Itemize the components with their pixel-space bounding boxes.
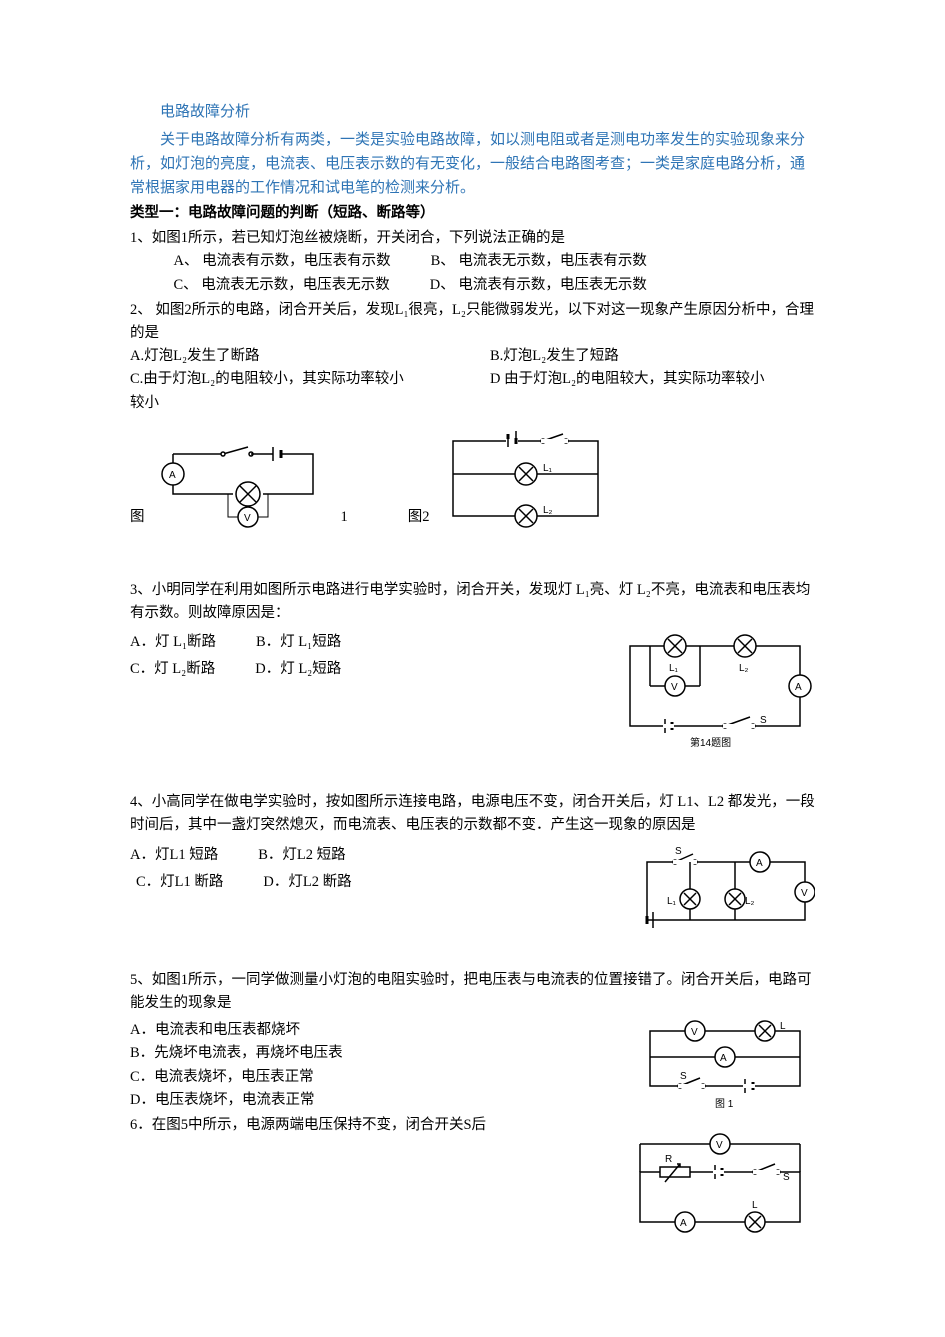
q2-optB: B.灯泡L₂发生了短路 — [490, 345, 619, 368]
figure-4: S A L₁ L₂ V — [635, 844, 815, 942]
q1-optA: A、 电流表有示数，电压表有示数 — [174, 250, 391, 273]
q6-body: 6．在图5中所示，电源两端电压保持不变，闭合开关S后 V R S A L — [130, 1114, 815, 1245]
q3-optA: A．灯 L₁断路 — [130, 631, 216, 654]
q4-optC: C．灯L1 断路 — [136, 871, 223, 894]
figure-3: L₁ L₂ V A S 第14题图 — [615, 631, 815, 759]
svg-text:A: A — [720, 1053, 727, 1064]
q2-optD: D 由于灯泡L₂的电阻较大，其实际功率较小 — [490, 368, 765, 391]
svg-text:V: V — [691, 1027, 698, 1038]
circuit-icon-q2: L₁ L₂ — [438, 429, 613, 529]
figures-row-1-2: 图 A V 1 图2 L₁ L₂ — [130, 429, 815, 529]
q3-fig-caption: 第14题图 — [690, 736, 731, 749]
svg-text:L₁: L₁ — [669, 663, 679, 674]
figure-6: V R S A L — [625, 1132, 815, 1245]
q2-optD-tail: 较小 — [130, 392, 815, 415]
svg-text:L₂: L₂ — [543, 505, 553, 516]
svg-text:S: S — [680, 1071, 687, 1082]
svg-text:R: R — [665, 1154, 672, 1165]
svg-text:V: V — [671, 682, 678, 693]
q4-optB: B．灯L2 短路 — [258, 844, 345, 867]
q1-opts-row2: C、 电流表无示数，电压表无示数 D、 电流表有示数，电压表无示数 — [130, 274, 815, 297]
circuit-icon-q3: L₁ L₂ V A S 第14题图 — [615, 631, 815, 751]
svg-text:V: V — [716, 1140, 723, 1151]
q2-optC: C.由于灯泡L₂的电阻较小，其实际功率较小 — [130, 368, 450, 391]
section-heading: 类型一：电路故障问题的判断（短路、断路等） — [130, 202, 815, 225]
svg-text:A: A — [680, 1218, 687, 1229]
q3-optB: B．灯 L₁短路 — [256, 631, 341, 654]
q3-optD: D．灯 L₂短路 — [255, 658, 341, 681]
intro-paragraph: 关于电路故障分析有两类，一类是实验电路故障，如以测电阻或者是测电功率发生的实验现… — [130, 128, 815, 200]
q3-optC: C．灯 L₂断路 — [130, 658, 215, 681]
svg-text:S: S — [760, 715, 767, 726]
svg-text:A: A — [795, 682, 802, 693]
q1-optB: B、 电流表无示数，电压表有示数 — [431, 250, 647, 273]
circuit-icon-q5: V L A S 图 1 — [635, 1019, 815, 1114]
q1-stem: 1、如图1所示，若已知灯泡丝被烧断，开关闭合，下列说法正确的是 — [130, 227, 815, 250]
svg-text:V: V — [244, 513, 251, 524]
svg-text:A: A — [169, 470, 176, 481]
svg-text:L: L — [780, 1021, 786, 1032]
svg-text:L₁: L₁ — [667, 896, 677, 907]
figure-1-block: 图 A V 1 — [130, 439, 348, 529]
q2-optA: A.灯泡L₂发生了断路 — [130, 345, 450, 368]
q2-stem: 2、 如图2所示的电路，闭合开关后，发现L₁很亮，L₂只能微弱发光，以下对这一现… — [130, 299, 815, 345]
svg-text:图 1: 图 1 — [715, 1098, 734, 1110]
figure-1-label-left: 图 — [130, 506, 145, 529]
q5-stem: 5、如图1所示，一同学做测量小灯泡的电阻实验时，把电压表与电流表的位置接错了。闭… — [130, 969, 815, 1015]
q4-stem: 4、小高同学在做电学实验时，按如图所示连接电路，电源电压不变，闭合开关后，灯 L… — [130, 791, 815, 837]
q3-stem: 3、小明同学在利用如图所示电路进行电学实验时，闭合开关，发现灯 L₁亮、灯 L₂… — [130, 579, 815, 625]
q2-opts-row2: C.由于灯泡L₂的电阻较小，其实际功率较小 D 由于灯泡L₂的电阻较大，其实际功… — [130, 368, 815, 391]
q1-opts-row1: A、 电流表有示数，电压表有示数 B、 电流表无示数，电压表有示数 — [130, 250, 815, 273]
q4-optA: A．灯L1 短路 — [130, 844, 218, 867]
q1-optD: D、 电流表有示数，电压表无示数 — [430, 274, 647, 297]
circuit-icon-q1: A V — [153, 439, 333, 529]
page-title: 电路故障分析 — [130, 100, 815, 124]
q3-opts-row2: C．灯 L₂断路 D．灯 L₂短路 — [130, 658, 600, 681]
q4-opts-row1: A．灯L1 短路 B．灯L2 短路 — [130, 844, 620, 867]
q3-opts-row1: A．灯 L₁断路 B．灯 L₁短路 — [130, 631, 600, 654]
svg-text:A: A — [756, 858, 763, 869]
svg-text:L₁: L₁ — [543, 463, 553, 474]
figure-2-label: 图2 — [408, 506, 430, 529]
q4-optD: D．灯L2 断路 — [263, 871, 351, 894]
svg-text:L₂: L₂ — [745, 896, 755, 907]
q1-optC: C、 电流表无示数，电压表无示数 — [174, 274, 390, 297]
svg-text:V: V — [801, 888, 808, 899]
svg-text:S: S — [783, 1172, 790, 1183]
circuit-icon-q4: S A L₁ L₂ V — [635, 844, 815, 934]
q4-opts-row2: C．灯L1 断路 D．灯L2 断路 — [130, 871, 620, 894]
q4-body: S A L₁ L₂ V A．灯L1 短路 B．灯L2 短路 C．灯L1 断路 D… — [130, 844, 815, 942]
svg-text:S: S — [675, 846, 682, 857]
svg-text:L: L — [752, 1200, 758, 1211]
circuit-icon-q6: V R S A L — [625, 1132, 815, 1237]
figure-2-block: 图2 L₁ L₂ — [408, 429, 613, 529]
figure-1-label-num: 1 — [341, 506, 348, 529]
q5-body: V L A S 图 1 A．电流表和电压表都烧坏 B．先烧坏电流表，再烧坏电压表… — [130, 1019, 815, 1112]
q3-body: L₁ L₂ V A S 第14题图 A．灯 L₁断路 B．灯 L₁短路 C．灯 … — [130, 631, 815, 759]
svg-text:L₂: L₂ — [739, 663, 749, 674]
q2-opts-row1: A.灯泡L₂发生了断路 B.灯泡L₂发生了短路 — [130, 345, 815, 368]
figure-5: V L A S 图 1 — [635, 1019, 815, 1122]
